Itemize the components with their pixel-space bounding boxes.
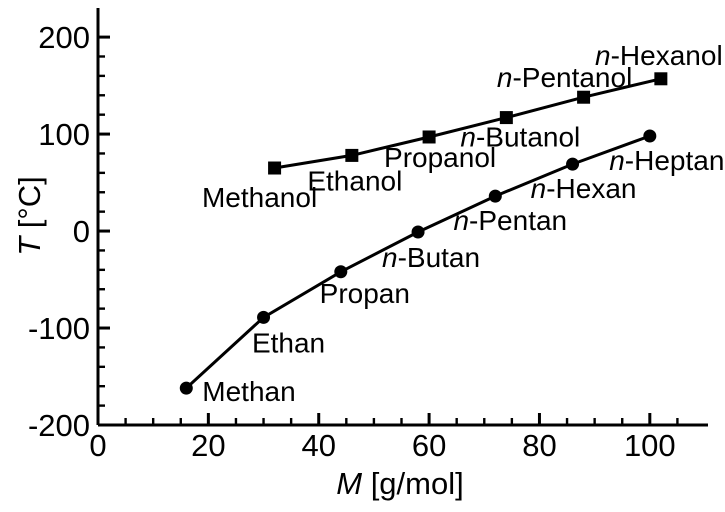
y-tick-label--200: -200 [28,408,90,443]
point-label-n-pentan: n-Pentan [453,205,567,236]
marker-square-n-hexanol [654,72,668,86]
marker-square-methanol [268,161,282,175]
marker-square-n-butanol [499,111,513,125]
point-label-propan: Propan [320,278,410,309]
point-label-ethanol: Ethanol [307,165,402,196]
x-axis-title: M [g/mol] [336,466,463,501]
x-tick-label-40: 40 [301,428,335,463]
point-label-n-pentanol: n-Pentanol [497,62,632,93]
y-tick-label-200: 200 [38,20,90,55]
axis-ticks [96,35,679,427]
axis-tick-labels: 0 20 40 60 80 100 -200 -100 0 100 200 [28,20,676,463]
series-line-n-alkohole [274,77,662,170]
y-tick-label-100: 100 [38,117,90,152]
point-label-n-hexan: n-Hexan [531,173,637,204]
marker-square-ethanol [345,148,359,162]
axes [96,8,708,427]
marker-circle-propan [334,265,348,279]
y-tick-label-0: 0 [73,214,90,249]
data-point-labels: MethanEthanPropann-Butann-Pentann-Hexann… [202,40,724,407]
point-label-propanol: Propanol [384,142,496,173]
point-label-ethan: Ethan [252,327,325,358]
marker-circle-n-heptan [643,129,657,143]
x-tick-label-100: 100 [624,428,676,463]
point-label-n-butanol: n-Butanol [460,122,580,153]
point-label-methan: Methan [202,376,295,407]
marker-circle-ethan [257,310,271,324]
axis-titles: M [g/mol] T [°C] [12,176,464,501]
marker-circle-n-pentan [488,189,502,203]
point-label-methanol: Methanol [202,182,317,213]
x-tick-label-80: 80 [522,428,556,463]
x-tick-label-60: 60 [412,428,446,463]
point-label-n-butan: n-Butan [382,242,480,273]
x-tick-label-0: 0 [89,428,106,463]
marker-circle-n-butan [411,225,425,239]
x-tick-label-20: 20 [191,428,225,463]
point-label-n-heptan: n-Heptan [609,145,724,176]
marker-square-n-pentanol [577,90,591,104]
data-series [179,72,668,395]
marker-circle-n-hexan [566,157,580,171]
y-axis-title: T [°C] [12,176,47,256]
point-label-n-hexanol: n-Hexanol [595,40,723,71]
marker-square-propanol [422,130,436,144]
y-tick-label--100: -100 [28,311,90,346]
marker-circle-methan [179,381,193,395]
